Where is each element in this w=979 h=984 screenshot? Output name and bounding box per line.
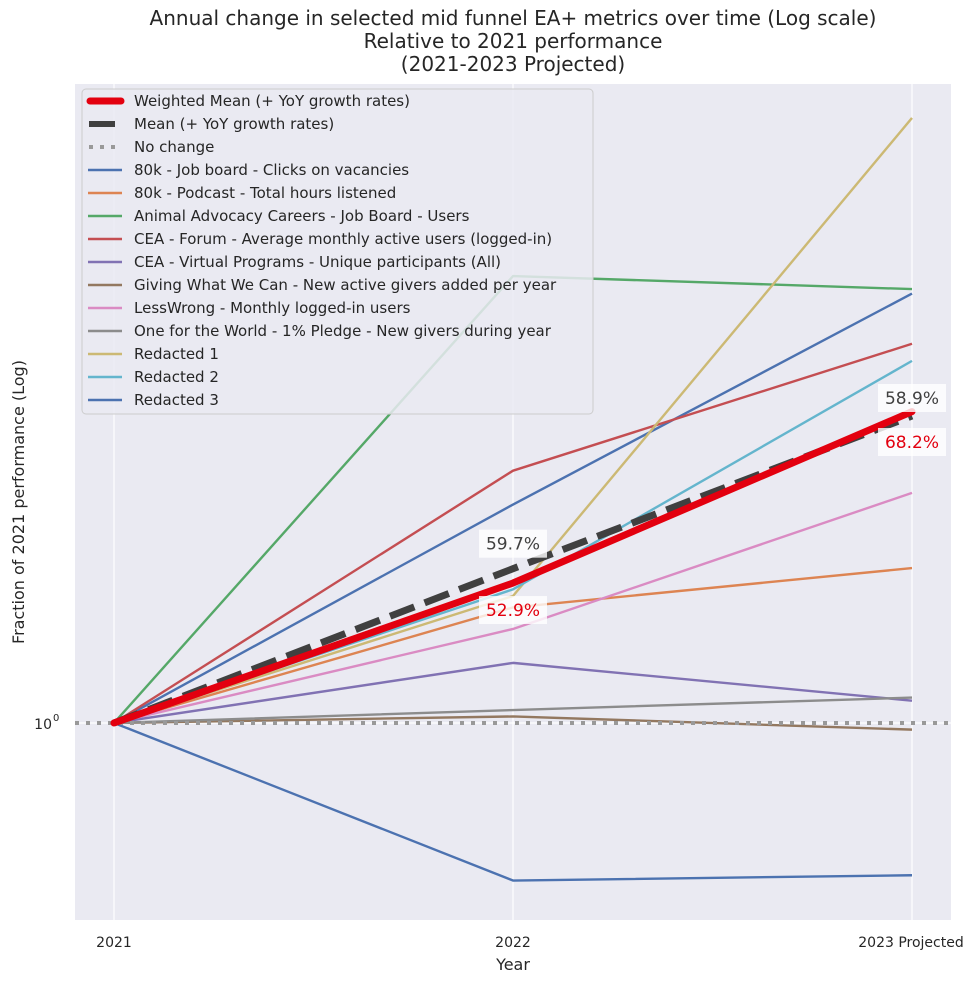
chart-title-line-2: Relative to 2021 performance [364,29,663,53]
annotation-label: 68.2% [878,428,946,456]
legend-item: 80k - Podcast - Total hours listened [88,184,396,202]
annotation-box [878,384,946,412]
series-lines [75,117,951,882]
x-axis-ticks: 2021 2022 2023 Projected [96,935,964,951]
y-axis-ticks: 10 0 [34,713,59,733]
legend-item: One for the World - 1% Pledge - New give… [88,322,552,340]
legend-label: CEA - Virtual Programs - Unique particip… [134,253,501,271]
x-tick-label: 2022 [495,935,531,951]
legend-item: Giving What We Can - New active givers a… [88,276,557,294]
series-line-cea-forum-average-monthly-active-users-logged-in [113,342,913,724]
legend-item: Redacted 3 [88,391,219,409]
y-tick-label: 10 [34,717,52,733]
legend-label: CEA - Forum - Average monthly active use… [134,230,552,248]
series-line-redacted-3 [113,721,913,882]
annotation-box [878,428,946,456]
legend-label: Weighted Mean (+ YoY growth rates) [134,92,410,110]
annotation-text: 52.9% [486,601,540,621]
series-line-redacted-1 [113,117,913,725]
legend-item: Redacted 2 [88,368,219,386]
annotations: 59.7% 52.9% 58.9% 68.2% [479,384,946,625]
legend-box [81,88,594,415]
series-line-lesswrong-monthly-logged-in-users [113,491,913,725]
legend-label: Mean (+ YoY growth rates) [134,115,334,133]
annotation-text: 59.7% [486,535,540,555]
legend-item: CEA - Virtual Programs - Unique particip… [88,253,501,271]
x-tick-label: 2021 [96,935,132,951]
legend-label: 80k - Job board - Clicks on vacancies [134,161,409,179]
legend-label: 80k - Podcast - Total hours listened [134,184,396,202]
legend-item: LessWrong - Monthly logged-in users [88,299,411,317]
annotation-box [479,529,547,558]
legend-label: One for the World - 1% Pledge - New give… [134,322,552,340]
annotation-box [479,596,547,625]
legend-label: Animal Advocacy Careers - Job Board - Us… [134,207,470,225]
chart-title-line-3: (2021-2023 Projected) [401,52,625,76]
legend-item: 80k - Job board - Clicks on vacancies [88,161,409,179]
legend-label: No change [134,138,214,156]
legend: Weighted Mean (+ YoY growth rates) Mean (… [81,88,594,415]
annotation-label: 52.9% [479,596,547,625]
annotation-label: 59.7% [479,529,547,558]
series-line-one-for-the-world-1-pledge-new-givers-during-year [113,696,913,725]
annotation-text: 68.2% [885,433,939,453]
legend-label: Redacted 2 [134,368,219,386]
series-line-giving-what-we-can-new-active-givers-added-per-year [113,715,913,731]
annotation-text: 58.9% [885,389,939,409]
annotation-label: 58.9% [878,384,946,412]
legend-item: Weighted Mean (+ YoY growth rates) [86,92,410,110]
y-axis-label: Fraction of 2021 performance (Log) [9,360,28,644]
legend-label: Giving What We Can - New active givers a… [134,276,557,294]
chart-title-line-1: Annual change in selected mid funnel EA+… [150,6,877,30]
legend-item: Mean (+ YoY growth rates) [89,115,334,133]
x-tick-label: 2023 Projected [858,935,963,951]
legend-label: Redacted 1 [134,345,219,363]
series-line-weighted-mean-yoy-growth-rates [110,408,916,727]
x-axis-label: Year [495,955,530,974]
y-tick-exponent: 0 [53,713,59,724]
chart-title: Annual change in selected mid funnel EA+… [150,6,877,76]
legend-item: No change [89,138,214,156]
legend-label: Redacted 3 [134,391,219,409]
legend-item: Animal Advocacy Careers - Job Board - Us… [88,207,470,225]
legend-item: Redacted 1 [88,345,219,363]
legend-label: LessWrong - Monthly logged-in users [134,299,411,317]
legend-item: CEA - Forum - Average monthly active use… [88,230,552,248]
series-line-cea-virtual-programs-unique-participants-all [113,661,913,725]
series-line-80k-job-board-clicks-on-vacancies [113,292,913,725]
